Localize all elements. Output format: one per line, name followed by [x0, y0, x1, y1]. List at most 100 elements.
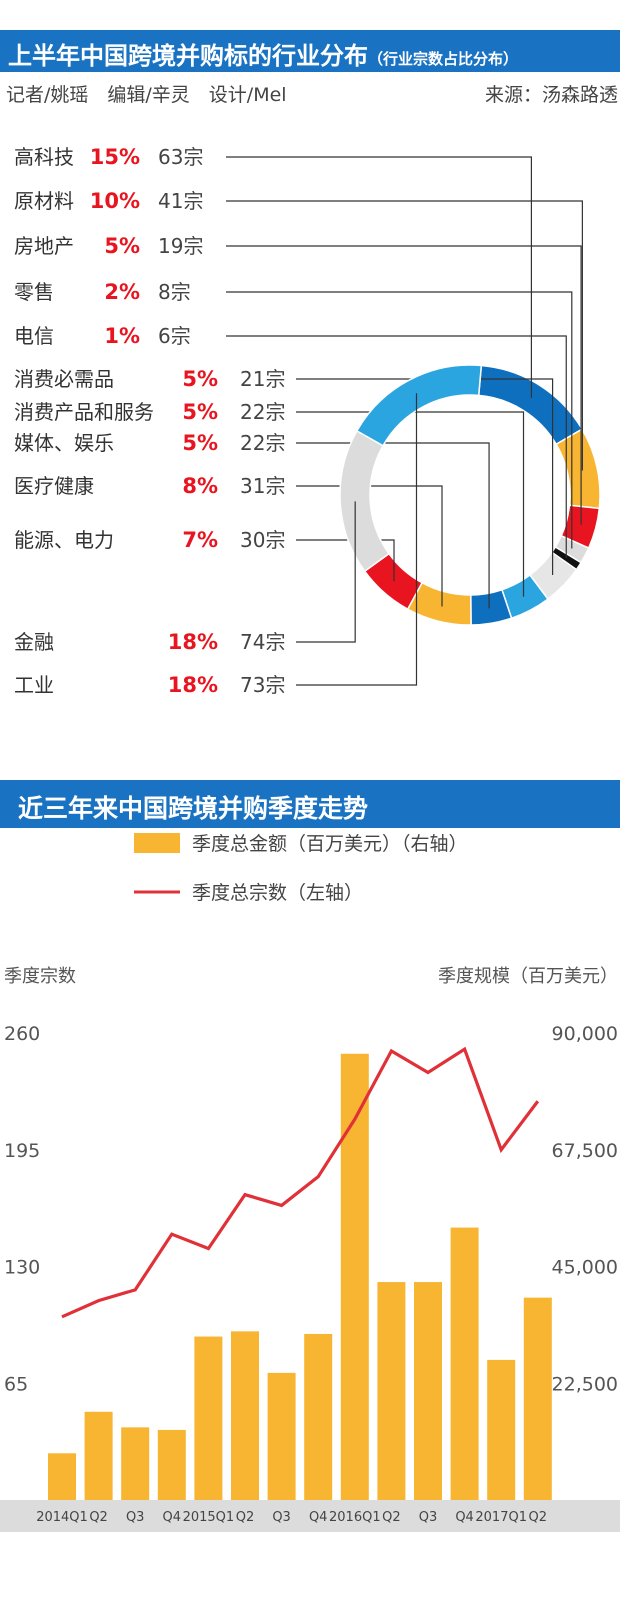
slice-count-8: 31宗 [240, 474, 285, 498]
count-line [61, 1046, 540, 1319]
bar-6 [267, 1372, 296, 1500]
slice-count-6: 22宗 [240, 400, 285, 424]
section1-title: 上半年中国跨境并购标的行业分布 [8, 42, 368, 70]
x-tick-12: 2017Q1 [475, 1510, 527, 1525]
bar-9 [377, 1282, 406, 1500]
left-tick-3: 65 [4, 1373, 28, 1395]
right-axis-title: 季度规模（百万美元） [438, 966, 618, 987]
slice-label-8: 医疗健康 8% 31宗 [14, 474, 285, 498]
slice-name-11: 工业 [14, 673, 54, 697]
x-tick-10: Q3 [419, 1510, 438, 1525]
bar-8 [340, 1053, 369, 1500]
slice-name-4: 电信 [14, 324, 54, 348]
slice-pct-5: 5% [182, 367, 218, 391]
x-tick-7: Q4 [309, 1510, 328, 1525]
x-tick-3: Q4 [163, 1510, 182, 1525]
bar-4 [194, 1336, 223, 1500]
bar-11 [450, 1227, 479, 1500]
slice-count-3: 8宗 [158, 280, 191, 304]
slice-pct-3: 2% [104, 280, 140, 304]
bar-5 [231, 1331, 259, 1500]
bar-0 [48, 1453, 76, 1500]
slice-pct-2: 5% [104, 234, 140, 258]
leader-line-5 [296, 378, 554, 576]
x-tick-1: Q2 [89, 1510, 108, 1525]
donut-slice-11 [355, 364, 483, 447]
slice-count-4: 6宗 [158, 324, 191, 348]
slice-pct-11: 18% [168, 673, 218, 697]
slice-name-9: 能源、电力 [14, 528, 114, 552]
leader-line-3 [226, 291, 573, 549]
x-tick-13: Q2 [529, 1510, 548, 1525]
slice-pct-4: 1% [104, 324, 140, 348]
left-axis-title: 季度宗数 [4, 966, 76, 987]
quarterly-trend-chart: 季度总金额（百万美元）（右轴） 季度总宗数（左轴） 季度宗数 季度规模（百万美元） 26… [0, 833, 620, 1532]
slice-name-5: 消费必需品 [14, 367, 114, 391]
x-tick-5: Q2 [236, 1510, 255, 1525]
slice-count-1: 41宗 [158, 189, 203, 213]
slice-pct-10: 18% [168, 630, 218, 654]
bar-1 [84, 1411, 113, 1500]
slice-label-5: 消费必需品 5% 21宗 [14, 367, 285, 391]
source: 来源：汤森路透 [484, 84, 618, 106]
slice-pct-7: 5% [182, 431, 218, 455]
left-tick-1: 195 [4, 1140, 40, 1162]
slice-pct-6: 5% [182, 400, 218, 424]
slice-label-0: 高科技 15% 63宗 [14, 145, 203, 169]
slice-pct-9: 7% [182, 528, 218, 552]
leader-line-1 [226, 200, 583, 471]
leader-line-4 [226, 335, 567, 558]
right-tick-1: 67,500 [552, 1140, 618, 1162]
section2-banner: 近三年来中国跨境并购季度走势 [0, 780, 620, 828]
x-tick-4: 2015Q1 [183, 1510, 235, 1525]
slice-name-1: 原材料 [14, 189, 74, 213]
x-tick-2: Q3 [126, 1510, 145, 1525]
slice-label-6: 消费产品和服务 5% 22宗 [14, 400, 285, 424]
slice-pct-1: 10% [90, 189, 140, 213]
x-tick-8: 2016Q1 [329, 1510, 381, 1525]
right-tick-3: 22,500 [552, 1373, 618, 1395]
slice-label-9: 能源、电力 7% 30宗 [14, 528, 285, 552]
slice-count-9: 30宗 [240, 528, 285, 552]
slice-name-6: 消费产品和服务 [14, 400, 154, 424]
donut-slice-10 [339, 429, 391, 573]
leader-line-10 [296, 501, 356, 643]
leader-line-0 [226, 156, 533, 398]
left-tick-2: 130 [4, 1257, 40, 1279]
bar-7 [304, 1333, 333, 1500]
slice-count-0: 63宗 [158, 145, 203, 169]
credits: 记者/姚瑶 编辑/辛灵 设计/Mel [6, 84, 287, 106]
donut-slice-1 [555, 428, 601, 510]
bar-12 [487, 1359, 516, 1500]
slice-label-10: 金融 18% 74宗 [14, 630, 285, 654]
slice-name-2: 房地产 [14, 234, 74, 258]
section1-banner: 上半年中国跨境并购标的行业分布（行业宗数占比分布） [0, 30, 620, 72]
x-tick-9: Q2 [382, 1510, 401, 1525]
slice-count-2: 19宗 [158, 234, 203, 258]
slice-name-8: 医疗健康 [14, 474, 94, 498]
slice-name-10: 金融 [14, 630, 54, 654]
right-tick-0: 90,000 [552, 1023, 618, 1045]
section1-subtitle: （行业宗数占比分布） [368, 50, 519, 68]
x-tick-0: 2014Q1 [36, 1510, 88, 1525]
slice-count-7: 22宗 [240, 431, 285, 455]
legend-label-line: 季度总宗数（左轴） [192, 882, 363, 904]
slice-label-2: 房地产 5% 19宗 [14, 234, 203, 258]
bar-10 [414, 1282, 442, 1500]
legend-swatch-bar [134, 833, 180, 853]
slice-name-7: 媒体、娱乐 [14, 431, 114, 455]
bar-2 [121, 1427, 150, 1500]
slice-pct-0: 15% [90, 145, 140, 169]
bar-3 [157, 1429, 186, 1500]
leader-line-2 [226, 245, 582, 525]
slice-name-0: 高科技 [14, 145, 74, 169]
slice-name-3: 零售 [14, 280, 54, 304]
legend-label-bar: 季度总金额（百万美元）（右轴） [192, 833, 468, 855]
slice-label-1: 原材料 10% 41宗 [14, 189, 203, 213]
left-tick-0: 260 [4, 1023, 40, 1045]
slice-label-7: 媒体、娱乐 5% 22宗 [14, 431, 285, 455]
section2-title: 近三年来中国跨境并购季度走势 [18, 794, 369, 823]
x-axis-band [0, 1500, 620, 1532]
slice-count-11: 73宗 [240, 673, 285, 697]
